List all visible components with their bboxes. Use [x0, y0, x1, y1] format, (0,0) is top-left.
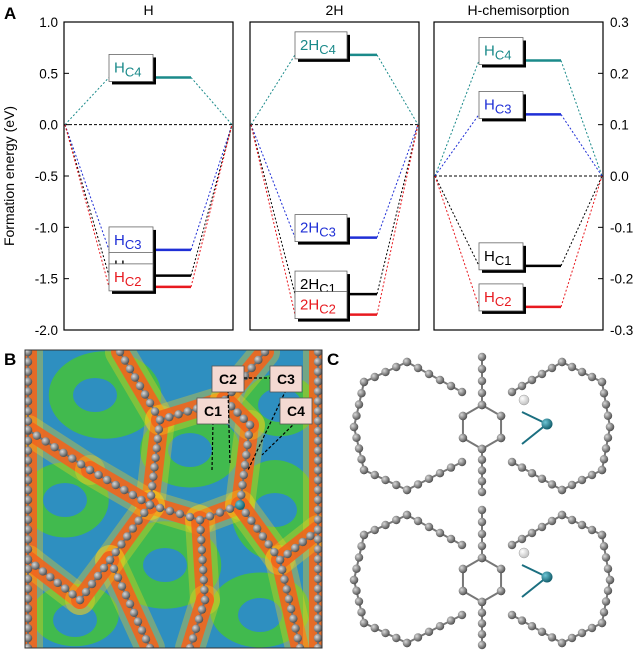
level-label: HC3 [114, 232, 141, 252]
connector-line [190, 124, 233, 288]
left-tick-label: 1.0 [39, 15, 58, 30]
right-tick-label: 0.1 [610, 118, 629, 133]
level-label: HC2 [114, 269, 141, 289]
level-label: 2HC4 [300, 37, 336, 57]
connector-line [250, 54, 296, 125]
connector-line [560, 60, 603, 177]
site-label-box [279, 397, 313, 425]
site-label-c3: C3 [277, 371, 295, 387]
connector-line [190, 124, 233, 276]
level-label-box [478, 37, 524, 65]
connector-line [64, 124, 110, 251]
connector-line [190, 77, 233, 125]
panel-letter-b: B [4, 350, 16, 369]
left-tick-label: -0.5 [35, 169, 58, 184]
level-label-box [108, 226, 154, 255]
panel-title: H [143, 2, 153, 18]
connector-line [434, 175, 480, 267]
connector-line [376, 124, 419, 238]
level-label: 2HC2 [300, 297, 336, 317]
y-axis-label: Formation energy (eV) [1, 106, 17, 246]
hydrogen-atom [518, 547, 530, 559]
left-tick-label: -2.0 [35, 323, 58, 338]
site-labels: C1 C2 C3 C4 [196, 365, 313, 471]
level-label-box [294, 214, 348, 243]
site-label-box [211, 365, 245, 393]
level-label: HC4 [114, 59, 141, 79]
level-label-box [478, 91, 524, 119]
connector-line [376, 124, 419, 295]
left-tick-label: -1.5 [35, 272, 58, 287]
connector-line [190, 124, 233, 251]
connector-line [560, 114, 603, 177]
site-label-c4: C4 [287, 403, 305, 419]
connector-line [250, 124, 296, 315]
level-label: HC1 [484, 248, 511, 268]
right-tick-label: -0.2 [610, 272, 633, 287]
right-tick-label: 0.0 [610, 169, 629, 184]
connector-line [434, 114, 480, 177]
connector-line [376, 124, 419, 315]
adsorption-structures [349, 352, 615, 650]
panel-title: H-chemisorption [468, 2, 570, 18]
connector-line [64, 124, 110, 288]
right-tick-label: 0.3 [610, 15, 629, 30]
level-label: HC2 [484, 289, 511, 309]
left-tick-label: -1.0 [35, 220, 58, 235]
level-label: HC3 [484, 96, 511, 116]
right-tick-label: 0.2 [610, 66, 629, 81]
metal-atom [235, 500, 245, 510]
left-tick-label: 0.0 [39, 118, 58, 133]
level-label-box [108, 54, 154, 82]
level-label-box [478, 283, 524, 312]
connector-line [560, 175, 603, 267]
panel-letter-c: C [327, 350, 339, 369]
plot-frame-2 [249, 21, 420, 331]
site-label-box [196, 397, 230, 425]
left-tick-label: 0.5 [39, 66, 58, 81]
connector-line [560, 175, 603, 308]
level-label: 2HC3 [300, 220, 336, 240]
level-label: HC4 [484, 43, 511, 63]
connector-line [376, 54, 419, 125]
site-arrow [227, 389, 231, 466]
panel-title: 2H [326, 2, 344, 18]
site-label-c1: C1 [204, 403, 222, 419]
energy-level-chart: 1.0 0.5 0.0 -0.5 -1.0 -1.5 -2.0 0.3 0.2 0.1 0.0 -0.… [1, 2, 633, 338]
connector-line [64, 124, 110, 276]
connector-line [434, 60, 480, 177]
connector-line [434, 175, 480, 308]
site-arrow [261, 421, 297, 456]
connector-line [250, 124, 296, 295]
connector-line [250, 124, 296, 238]
hydrogen-atom [518, 394, 530, 406]
site-label-box [269, 365, 303, 393]
level-label-box [294, 31, 348, 60]
charge-density-map [25, 350, 322, 648]
right-tick-label: -0.3 [610, 323, 633, 338]
level-label-box [294, 291, 348, 320]
site-arrow [211, 421, 214, 471]
site-label-c2: C2 [219, 371, 237, 387]
metal-atom [541, 571, 553, 583]
right-tick-label: -0.1 [610, 220, 633, 235]
panel-letter-a: A [4, 4, 16, 23]
connector-line [64, 77, 110, 126]
level-label-box [478, 242, 524, 271]
level-label-box [108, 263, 154, 292]
metal-atom [541, 418, 553, 430]
